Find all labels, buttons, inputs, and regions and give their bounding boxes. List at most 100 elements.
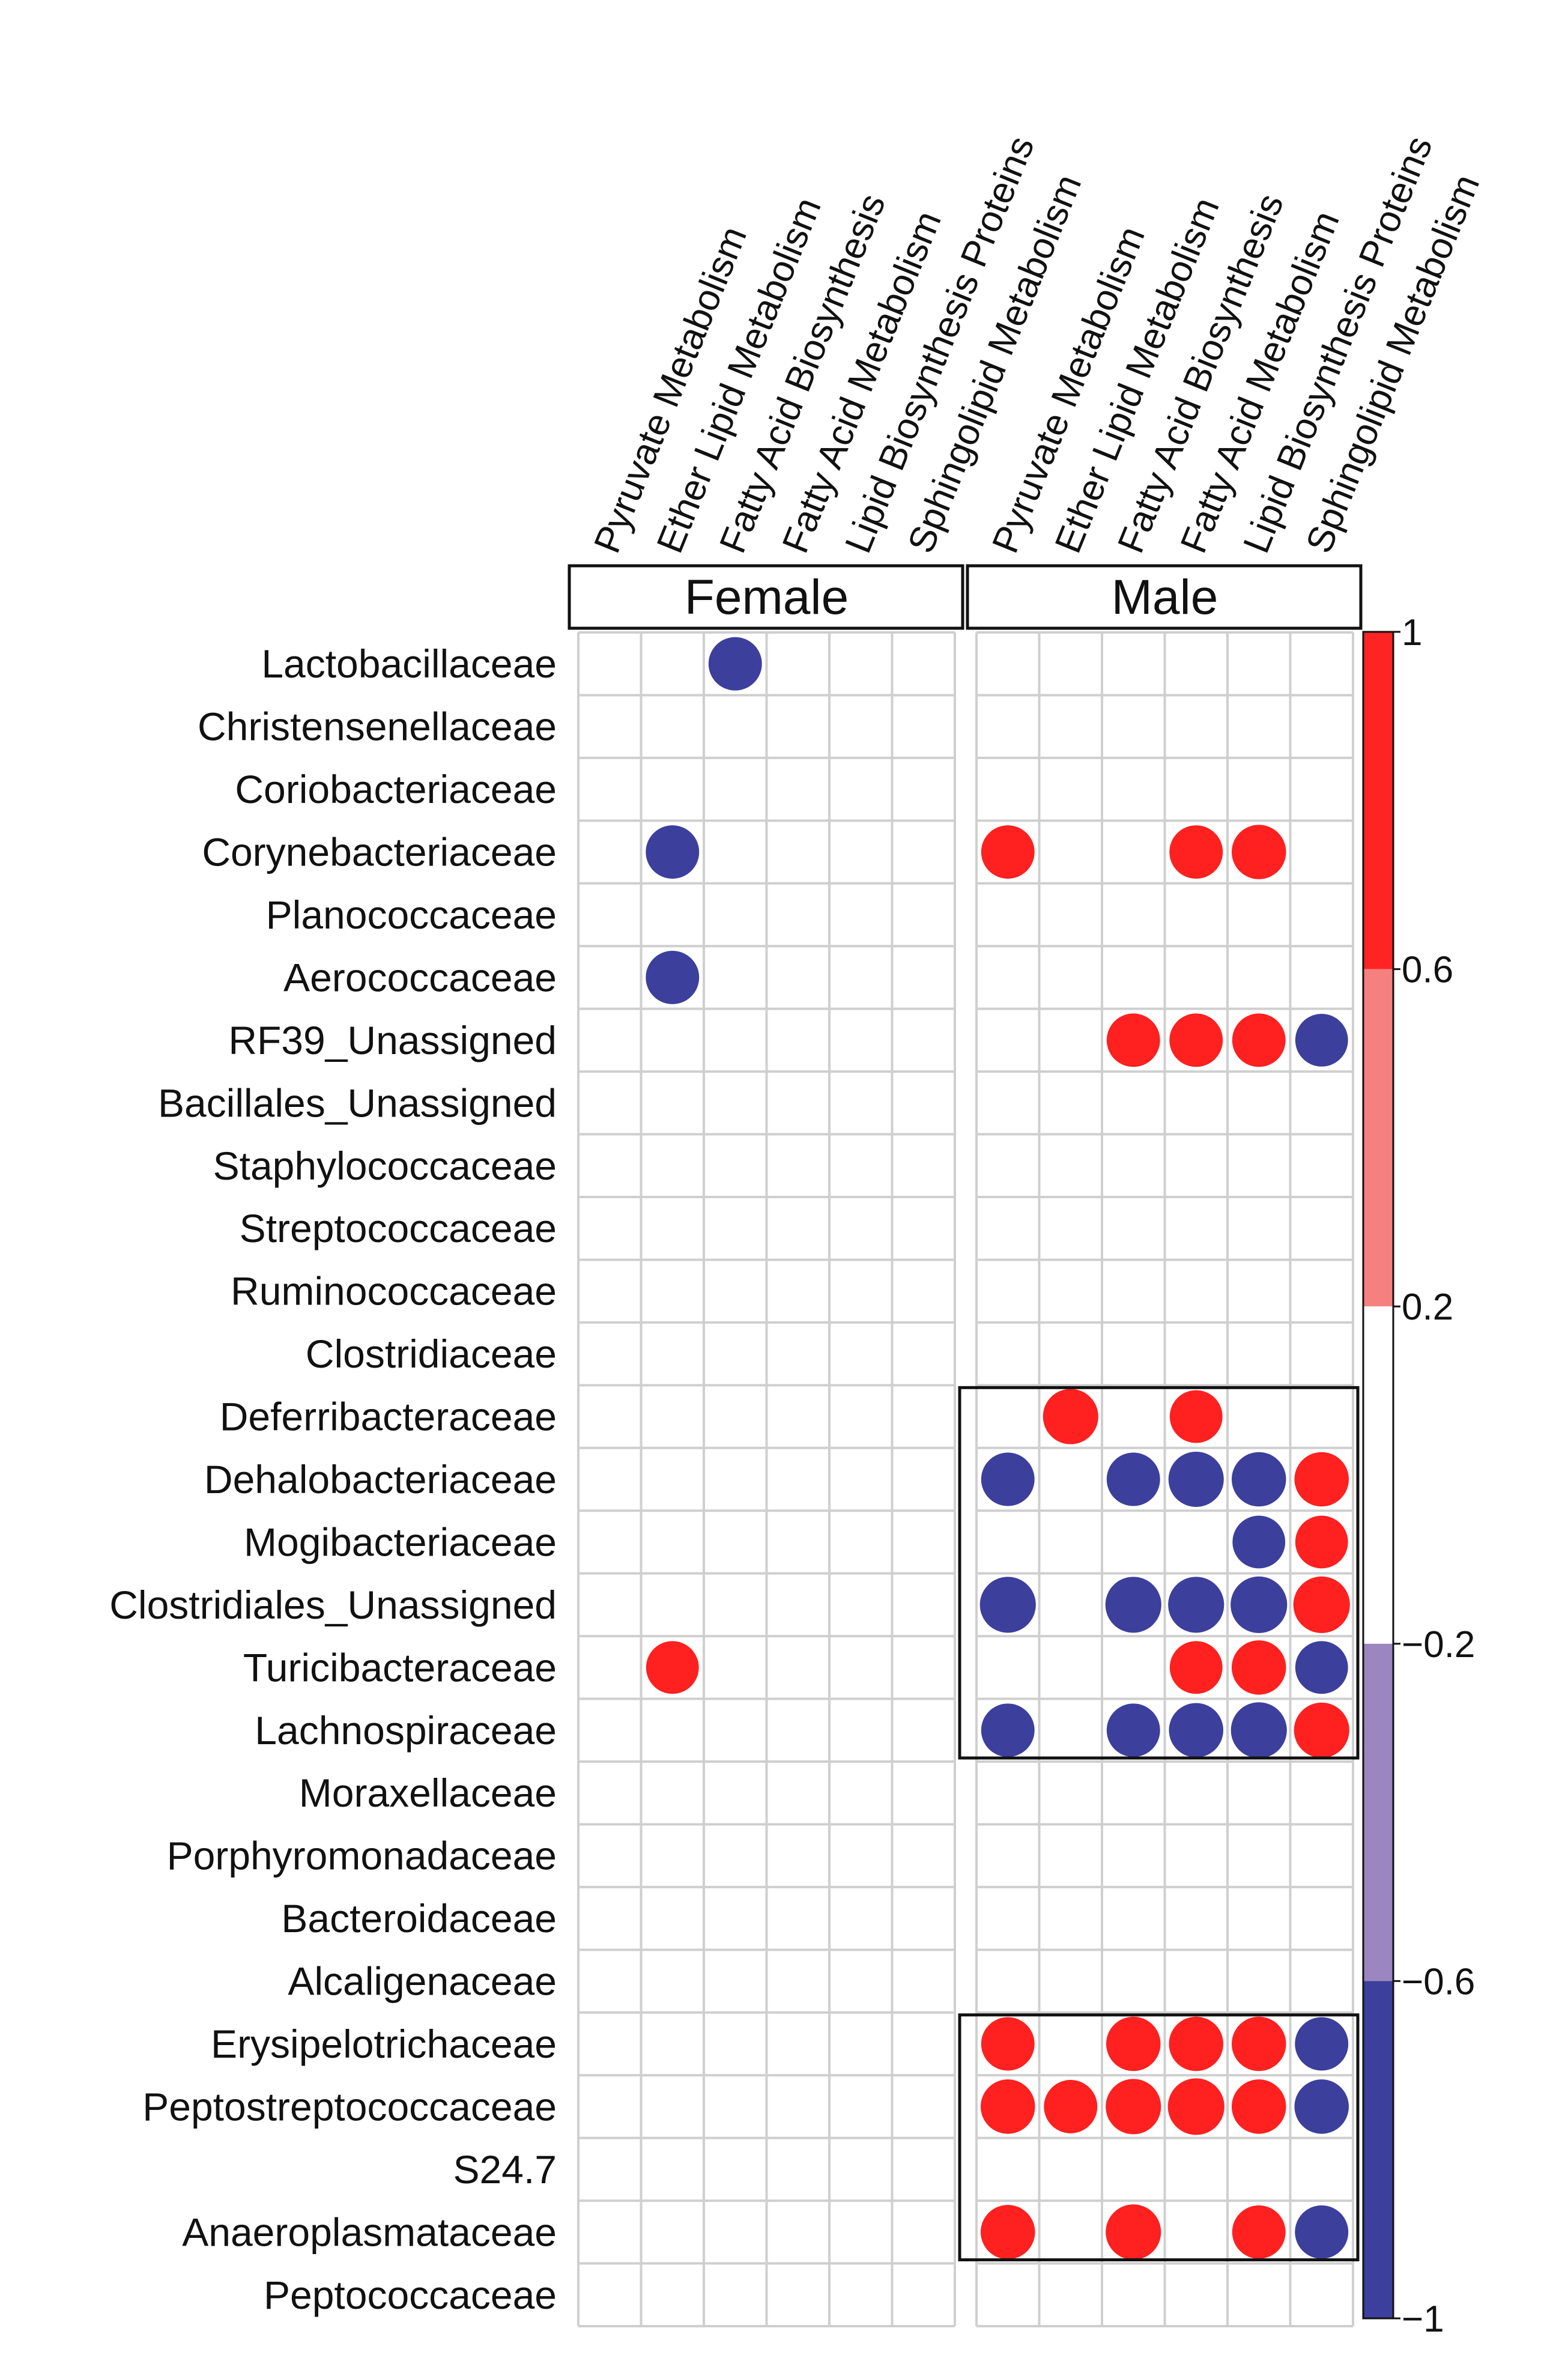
correlation-dot bbox=[1106, 2016, 1161, 2072]
correlation-dot bbox=[1231, 2079, 1286, 2134]
correlation-dot bbox=[1106, 1703, 1160, 1757]
colorbar-tick-label: −0.6 bbox=[1402, 1961, 1475, 2002]
grid bbox=[577, 631, 956, 2327]
colorbar-tick-label: 1 bbox=[1402, 612, 1422, 653]
correlation-dot bbox=[1295, 1515, 1348, 1569]
colorbar-band bbox=[1363, 632, 1393, 969]
correlation-dot bbox=[1231, 1452, 1286, 1507]
row-label: Clostridiales_Unassigned bbox=[109, 1583, 557, 1627]
correlation-dot bbox=[646, 825, 700, 879]
panel-header-box bbox=[966, 564, 1363, 630]
correlation-dot bbox=[981, 2017, 1035, 2071]
row-label: Ruminococcaceae bbox=[231, 1269, 557, 1314]
colorbar-band bbox=[1363, 969, 1393, 1307]
correlation-dot bbox=[981, 1703, 1035, 1757]
correlation-dot bbox=[646, 1641, 699, 1694]
row-label: Turicibacteraceae bbox=[243, 1645, 557, 1690]
correlation-dot bbox=[1169, 2016, 1224, 2072]
colorbar-frame bbox=[1362, 631, 1394, 2320]
correlation-dot bbox=[708, 637, 762, 691]
correlation-dot bbox=[646, 950, 700, 1004]
correlation-dot bbox=[1169, 1703, 1224, 1758]
correlation-dot bbox=[1169, 825, 1223, 879]
correlation-dot bbox=[1294, 2079, 1349, 2134]
row-label: Moraxellaceae bbox=[299, 1771, 557, 1815]
panel-female: Female bbox=[568, 564, 964, 2327]
correlation-dot bbox=[1295, 2205, 1349, 2259]
correlation-dot bbox=[1043, 1389, 1098, 1444]
correlation-dot bbox=[1230, 1702, 1287, 1759]
panel-header-box bbox=[568, 564, 964, 630]
row-label: Peptostreptococcaceae bbox=[142, 2084, 557, 2129]
correlation-dot bbox=[1295, 1641, 1348, 1694]
row-label: Erysipelotrichaceae bbox=[211, 2022, 557, 2066]
correlation-dot bbox=[1232, 1013, 1286, 1067]
correlation-dot bbox=[981, 1452, 1035, 1506]
correlation-dot bbox=[1168, 1451, 1224, 1508]
correlation-dot bbox=[1168, 1577, 1224, 1633]
row-label: S24.7 bbox=[453, 2147, 557, 2192]
correlation-dot bbox=[1169, 1013, 1223, 1067]
correlation-dot bbox=[1105, 1577, 1161, 1633]
colorbar-band bbox=[1363, 1306, 1393, 1644]
row-label: Deferribacteraceae bbox=[220, 1395, 557, 1439]
row-labels: Lactobacillaceae Christensenellaceae Corio… bbox=[109, 641, 557, 2317]
correlation-dot bbox=[1106, 2204, 1161, 2260]
correlation-dot bbox=[1232, 1515, 1286, 1569]
row-label: Coriobacteriaceae bbox=[235, 767, 557, 811]
colorbar-band bbox=[1363, 1981, 1393, 2318]
correlation-dot bbox=[1167, 2078, 1224, 2135]
row-label: Aerococcaceae bbox=[283, 955, 557, 999]
colorbar: 1 0.6 0.2 −0.2 −0.6 −1 bbox=[1362, 612, 1475, 2340]
correlation-dot bbox=[1231, 825, 1286, 879]
correlation-dot bbox=[979, 1577, 1036, 1633]
correlation-dot bbox=[1169, 1390, 1223, 1443]
row-label: Staphylococcaceae bbox=[213, 1144, 557, 1188]
row-label: Christensenellaceae bbox=[198, 705, 557, 749]
correlation-dot bbox=[1294, 1702, 1349, 1758]
row-label: Lactobacillaceae bbox=[261, 641, 557, 686]
grid bbox=[975, 631, 1354, 2327]
correlation-dot bbox=[1169, 1641, 1223, 1694]
highlight-box bbox=[958, 2013, 1360, 2262]
correlation-dot bbox=[1231, 2016, 1286, 2072]
row-label: Anaeroplasmataceae bbox=[182, 2210, 557, 2254]
correlation-dot bbox=[1293, 1576, 1350, 1633]
correlation-dot bbox=[1232, 2205, 1286, 2259]
correlation-dot bbox=[1106, 2079, 1161, 2135]
row-label: Corynebacteriaceae bbox=[202, 830, 557, 874]
panel-title: Male bbox=[1112, 570, 1218, 625]
correlation-dot bbox=[1295, 2017, 1349, 2071]
correlation-dot bbox=[980, 2079, 1035, 2134]
row-label: Peptococcaceae bbox=[264, 2273, 557, 2317]
colorbar-tick-label: −1 bbox=[1402, 2299, 1444, 2340]
colorbar-band bbox=[1363, 1643, 1393, 1981]
correlation-dot bbox=[980, 2205, 1035, 2259]
colorbar-tick-label: −0.2 bbox=[1402, 1624, 1475, 1665]
panel-title: Female bbox=[685, 570, 849, 625]
correlation-dot bbox=[1231, 1640, 1286, 1695]
row-label: Mogibacteriaceae bbox=[244, 1520, 557, 1564]
colorbar-tick-label: 0.6 bbox=[1402, 950, 1453, 991]
colorbar-tick-label: 0.2 bbox=[1402, 1287, 1453, 1328]
correlation-dot bbox=[1295, 1013, 1348, 1067]
row-label: Planococcaceae bbox=[266, 893, 557, 937]
row-label: Alcaligenaceae bbox=[288, 1959, 557, 2004]
row-label: Porphyromonadaceae bbox=[167, 1834, 557, 1878]
correlation-dot bbox=[1106, 1452, 1160, 1506]
correlation-dot bbox=[1044, 2079, 1098, 2133]
row-label: Lachnospiraceae bbox=[255, 1708, 557, 1753]
correlation-dot bbox=[1294, 1452, 1349, 1507]
correlation-dot bbox=[1230, 1576, 1288, 1633]
correlation-dot bbox=[1106, 1013, 1160, 1067]
row-label: Bacteroidaceae bbox=[281, 1896, 557, 1941]
row-label: Bacillales_Unassigned bbox=[158, 1080, 557, 1125]
highlight-box bbox=[958, 1386, 1360, 1760]
row-label: Streptococcaceae bbox=[240, 1206, 557, 1250]
correlation-dot bbox=[981, 825, 1035, 879]
row-label: Clostridiaceae bbox=[306, 1332, 557, 1376]
row-label: Dehalobacteriaceae bbox=[204, 1457, 557, 1502]
panel-male: Male bbox=[966, 564, 1363, 2327]
